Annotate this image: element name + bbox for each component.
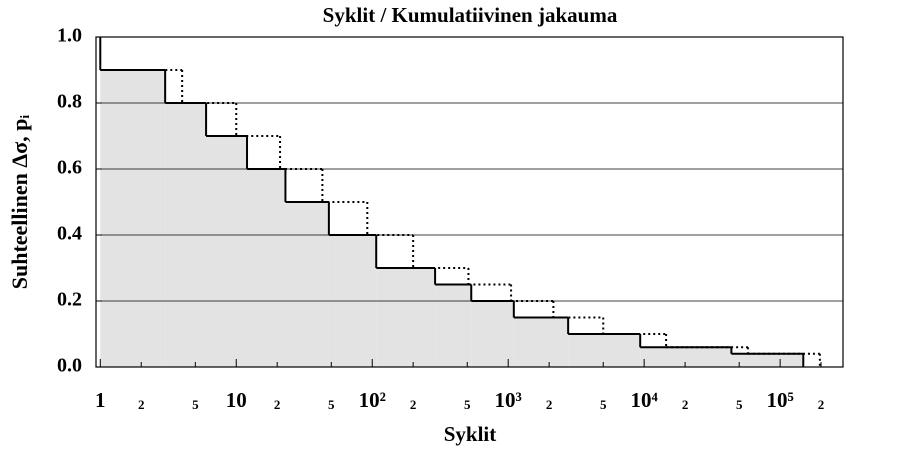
area-fill bbox=[513, 317, 569, 367]
x-tick-label: 2 bbox=[546, 397, 553, 412]
x-tick-label: 10⁵ bbox=[766, 388, 793, 412]
chart-title: Syklit / Kumulatiivinen jakauma bbox=[323, 3, 618, 27]
y-tick-label: 1.0 bbox=[57, 25, 82, 47]
x-tick-label: 10² bbox=[359, 388, 386, 412]
x-tick-label: 10⁴ bbox=[631, 388, 659, 412]
y-axis-label: Suhteellinen Δσ, pᵢ bbox=[7, 115, 32, 290]
area-fill bbox=[206, 136, 248, 367]
area-fill bbox=[285, 202, 329, 367]
area-fill bbox=[100, 70, 166, 367]
area-fill bbox=[471, 301, 514, 367]
area-fill bbox=[435, 284, 472, 367]
x-tick-label: 2 bbox=[818, 397, 825, 412]
area-fill bbox=[376, 268, 436, 367]
x-tick-label: 5 bbox=[328, 397, 335, 412]
plot-frame bbox=[95, 36, 844, 368]
y-tick-label: 0.0 bbox=[57, 355, 82, 377]
area-fill bbox=[640, 347, 732, 367]
area-fill bbox=[731, 353, 804, 367]
x-tick-label: 10³ bbox=[495, 388, 522, 412]
y-tick-label: 0.4 bbox=[57, 223, 82, 245]
x-tick-label: 10 bbox=[226, 388, 247, 412]
y-tick-label: 0.6 bbox=[57, 157, 82, 179]
x-tick-label: 2 bbox=[410, 397, 417, 412]
x-tick-label: 2 bbox=[274, 397, 281, 412]
x-axis-label: Syklit bbox=[444, 422, 497, 446]
x-tick-label: 2 bbox=[682, 397, 689, 412]
area-fill bbox=[568, 334, 641, 367]
x-tick-label: 5 bbox=[736, 397, 743, 412]
y-tick-label: 0.2 bbox=[57, 289, 82, 311]
x-tick-label: 2 bbox=[138, 397, 145, 412]
y-tick-label: 0.8 bbox=[57, 91, 82, 113]
x-tick-label: 5 bbox=[600, 397, 607, 412]
x-tick-label: 5 bbox=[192, 397, 199, 412]
area-fill bbox=[247, 169, 286, 367]
x-tick-label: 5 bbox=[464, 397, 471, 412]
x-tick-label: 1 bbox=[95, 388, 106, 412]
